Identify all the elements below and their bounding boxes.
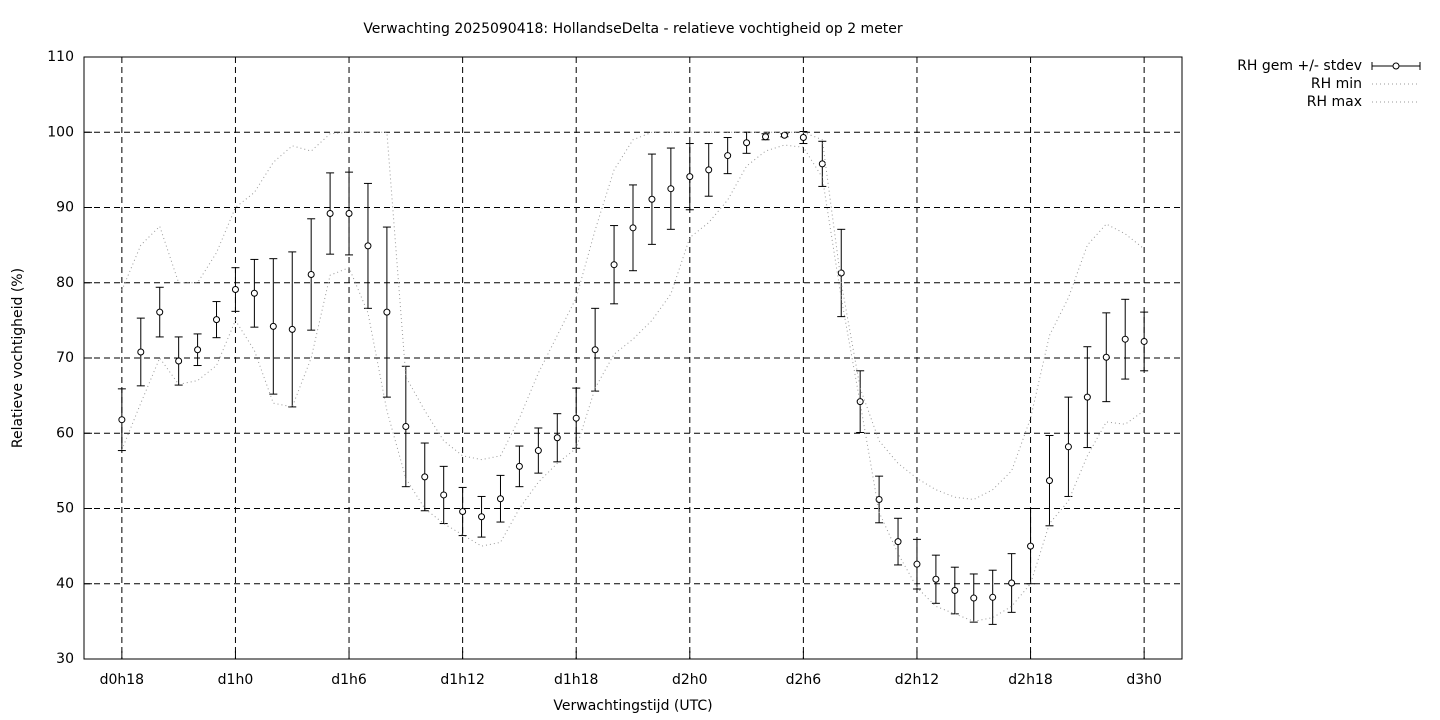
y-tick-label: 40 bbox=[56, 576, 74, 592]
data-point bbox=[288, 325, 296, 333]
data-point bbox=[894, 538, 902, 546]
data-point bbox=[780, 131, 788, 139]
y-tick-label: 60 bbox=[56, 425, 74, 441]
data-point bbox=[913, 560, 921, 568]
data-point bbox=[1045, 477, 1053, 485]
data-point bbox=[534, 447, 542, 455]
data-point bbox=[213, 316, 221, 324]
data-point bbox=[932, 575, 940, 583]
data-point bbox=[837, 269, 845, 277]
data-point bbox=[421, 473, 429, 481]
legend-label: RH max bbox=[1307, 94, 1362, 110]
data-point bbox=[515, 462, 523, 470]
data-point bbox=[875, 495, 883, 503]
plot-frame bbox=[83, 56, 1183, 660]
data-point bbox=[326, 210, 334, 218]
chart-title: Verwachting 2025090418: HollandseDelta -… bbox=[363, 21, 903, 37]
data-point bbox=[194, 346, 202, 354]
x-tick-label: d2h18 bbox=[1008, 672, 1052, 688]
data-point bbox=[118, 416, 126, 424]
data-point bbox=[1064, 443, 1072, 451]
data-point bbox=[269, 322, 277, 330]
y-tick-label: 30 bbox=[56, 651, 74, 667]
data-point bbox=[686, 173, 694, 181]
data-point bbox=[402, 422, 410, 430]
data-point bbox=[137, 348, 145, 356]
data-point bbox=[1027, 542, 1035, 550]
legend-sample bbox=[1392, 62, 1400, 70]
x-tick-label: d3h0 bbox=[1126, 672, 1162, 688]
data-point bbox=[459, 508, 467, 516]
data-point bbox=[762, 133, 770, 141]
y-tick-label: 100 bbox=[47, 124, 74, 140]
data-point bbox=[345, 210, 353, 218]
data-point bbox=[1140, 337, 1148, 345]
x-tick-label: d1h12 bbox=[440, 672, 484, 688]
legend-label: RH gem +/- stdev bbox=[1237, 58, 1362, 74]
data-point bbox=[1083, 393, 1091, 401]
data-point bbox=[364, 242, 372, 250]
data-point bbox=[648, 195, 656, 203]
data-point bbox=[667, 185, 675, 193]
data-point bbox=[610, 261, 618, 269]
data-point bbox=[818, 160, 826, 168]
data-point bbox=[1008, 579, 1016, 587]
legend-label: RH min bbox=[1311, 76, 1362, 92]
data-point bbox=[307, 270, 315, 278]
x-tick-label: d1h6 bbox=[331, 672, 367, 688]
x-tick-label: d0h18 bbox=[100, 672, 144, 688]
data-point bbox=[250, 289, 258, 297]
data-point bbox=[440, 491, 448, 499]
data-point bbox=[572, 414, 580, 422]
y-tick-label: 80 bbox=[56, 275, 74, 291]
y-tick-label: 70 bbox=[56, 350, 74, 366]
data-point bbox=[951, 587, 959, 595]
y-tick-label: 90 bbox=[56, 200, 74, 216]
data-point bbox=[1121, 335, 1129, 343]
data-point bbox=[705, 166, 713, 174]
data-point bbox=[799, 134, 807, 142]
x-axis-label: Verwachtingstijd (UTC) bbox=[553, 698, 712, 714]
x-tick-label: d1h0 bbox=[218, 672, 254, 688]
data-point bbox=[175, 357, 183, 365]
data-point bbox=[156, 308, 164, 316]
x-tick-label: d2h0 bbox=[672, 672, 708, 688]
data-point bbox=[629, 224, 637, 232]
data-point bbox=[496, 495, 504, 503]
data-point bbox=[478, 513, 486, 521]
y-tick-label: 50 bbox=[56, 501, 74, 517]
data-point bbox=[231, 286, 239, 294]
data-point bbox=[1102, 353, 1110, 361]
x-tick-label: d1h18 bbox=[554, 672, 598, 688]
data-point bbox=[383, 308, 391, 316]
data-point bbox=[970, 594, 978, 602]
x-tick-label: d2h6 bbox=[786, 672, 822, 688]
data-point bbox=[724, 152, 732, 160]
range-line bbox=[121, 144, 1145, 622]
data-point bbox=[989, 593, 997, 601]
range-line bbox=[121, 131, 1145, 500]
y-tick-label: 110 bbox=[47, 49, 74, 65]
x-tick-label: d2h12 bbox=[895, 672, 939, 688]
data-point bbox=[743, 139, 751, 147]
y-axis-label: Relatieve vochtigheid (%) bbox=[10, 268, 26, 448]
data-point bbox=[591, 346, 599, 354]
data-point bbox=[553, 434, 561, 442]
